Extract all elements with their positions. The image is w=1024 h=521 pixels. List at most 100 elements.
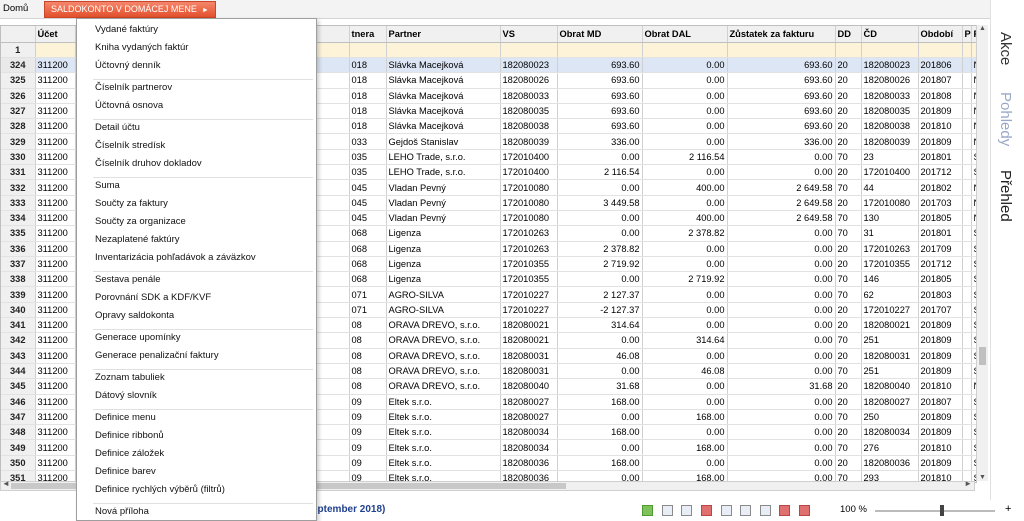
table-cell[interactable]: 0.00 xyxy=(727,302,836,319)
table-cell[interactable]: 045 xyxy=(349,179,387,196)
table-cell[interactable]: 201808 xyxy=(918,88,963,104)
table-cell[interactable]: 31.68 xyxy=(557,378,643,395)
table-cell[interactable]: 70 xyxy=(835,149,862,166)
table-cell[interactable] xyxy=(962,394,972,410)
table-cell[interactable]: 0.00 xyxy=(557,210,643,227)
table-cell[interactable]: 201807 xyxy=(918,72,963,89)
table-cell[interactable]: 168.00 xyxy=(642,470,728,482)
table-cell[interactable]: 182080033 xyxy=(861,88,919,104)
table-row[interactable]: 328 311200 018 Slávka Macejková 182080038 693… xyxy=(1,118,976,135)
table-cell[interactable]: 2 649.58 xyxy=(727,179,836,196)
table-cell[interactable] xyxy=(962,195,972,211)
table-cell[interactable]: 172010080 xyxy=(500,210,558,227)
table-cell[interactable]: Spárováno xyxy=(971,225,976,242)
column-header[interactable]: Období xyxy=(918,26,963,43)
menu-item[interactable]: Inventarizácia pohľadávok a záväzkov xyxy=(95,252,256,263)
table-cell[interactable]: 0.00 xyxy=(642,302,728,319)
table-cell[interactable]: Eltek s.r.o. xyxy=(386,394,501,410)
table-cell[interactable]: 336.00 xyxy=(727,133,836,150)
table-cell[interactable]: ORAVA DREVO, s.r.o. xyxy=(386,378,501,395)
table-cell[interactable]: 08 xyxy=(349,348,387,364)
table-cell[interactable]: Nespárováno xyxy=(971,133,976,150)
table-cell[interactable]: 20 xyxy=(835,302,862,319)
table-cell[interactable]: 693.60 xyxy=(557,57,643,74)
table-cell[interactable]: 0.00 xyxy=(727,424,836,441)
table-cell[interactable]: 311200 xyxy=(35,363,76,380)
table-cell[interactable]: 201810 xyxy=(918,378,963,395)
table-cell[interactable]: 201809 xyxy=(918,363,963,380)
table-cell[interactable]: 182080036 xyxy=(861,455,919,472)
table-cell[interactable]: 201805 xyxy=(918,210,963,227)
side-tab-pohledy[interactable]: Pohledy xyxy=(997,92,1014,147)
table-cell[interactable]: 172010080 xyxy=(861,195,919,211)
table-cell[interactable]: Vladan Pevný xyxy=(386,210,501,227)
table-cell[interactable]: Nespárováno xyxy=(971,179,976,196)
table-cell[interactable]: Nespárováno xyxy=(971,210,976,227)
tab-home[interactable]: Domů xyxy=(3,3,29,14)
menu-item[interactable]: Definice rychlých výběrů (filtrů) xyxy=(95,484,225,495)
table-cell[interactable]: 182080021 xyxy=(861,317,919,334)
table-cell[interactable]: Spárováno xyxy=(971,332,976,349)
table-cell[interactable]: Nespárováno xyxy=(971,57,976,74)
scroll-right-icon[interactable]: ► xyxy=(964,479,972,488)
menu-item[interactable]: Definice menu xyxy=(95,412,156,423)
table-cell[interactable]: 311200 xyxy=(35,455,76,472)
menu-item[interactable]: Generace upomínky xyxy=(95,332,181,343)
table-cell[interactable]: 0.00 xyxy=(557,149,643,166)
table-cell[interactable]: 201709 xyxy=(918,241,963,257)
tab-saldokonto[interactable]: SALDOKONTO V DOMÁCEJ MENE ► xyxy=(44,1,216,18)
filter-cell[interactable] xyxy=(349,42,387,58)
column-header[interactable]: Obrat MD xyxy=(557,26,643,43)
table-cell[interactable]: 276 xyxy=(861,439,919,456)
menu-item[interactable]: Definice ribbonů xyxy=(95,430,164,441)
table-cell[interactable]: 0.00 xyxy=(642,118,728,135)
table-cell[interactable]: 172010355 xyxy=(500,271,558,288)
filter-cell[interactable] xyxy=(727,42,836,58)
table-cell[interactable]: AGRO-SILVA xyxy=(386,302,501,319)
table-cell[interactable]: 172010263 xyxy=(861,241,919,257)
table-cell[interactable]: Spárováno xyxy=(971,241,976,257)
tab-arrow-icon[interactable]: ► xyxy=(201,7,209,14)
menu-item[interactable]: Dátový slovník xyxy=(95,390,157,401)
table-cell[interactable]: 201810 xyxy=(918,439,963,456)
table-cell[interactable]: 251 xyxy=(861,332,919,349)
filter-cell[interactable] xyxy=(557,42,643,58)
table-cell[interactable]: 20 xyxy=(835,118,862,135)
table-cell[interactable]: Spárováno xyxy=(971,302,976,319)
menu-item[interactable]: Kniha vydaných faktúr xyxy=(95,42,189,53)
menu-item[interactable]: Nová příloha xyxy=(95,506,149,517)
table-cell[interactable]: 182080023 xyxy=(500,57,558,74)
table-cell[interactable]: Slávka Macejková xyxy=(386,118,501,135)
table-cell[interactable] xyxy=(962,118,972,135)
table-cell[interactable]: 071 xyxy=(349,286,387,303)
table-cell[interactable]: 70 xyxy=(835,332,862,349)
table-cell[interactable]: 314.64 xyxy=(642,332,728,349)
table-cell[interactable]: 311200 xyxy=(35,378,76,395)
menu-item[interactable]: Sestava penále xyxy=(95,274,161,285)
table-cell[interactable]: 311200 xyxy=(35,225,76,242)
column-header[interactable]: Partner xyxy=(386,26,501,43)
table-cell[interactable]: 311200 xyxy=(35,470,76,482)
table-cell[interactable]: 44 xyxy=(861,179,919,196)
table-cell[interactable]: 182080040 xyxy=(500,378,558,395)
table-cell[interactable]: 0.00 xyxy=(727,455,836,472)
table-cell[interactable]: 311200 xyxy=(35,88,76,104)
print-icon[interactable] xyxy=(799,505,811,516)
table-cell[interactable]: 168.00 xyxy=(557,455,643,472)
table-cell[interactable]: 0.00 xyxy=(557,179,643,196)
table-cell[interactable] xyxy=(962,210,972,227)
table-cell[interactable]: 201801 xyxy=(918,149,963,166)
table-cell[interactable]: 2 127.37 xyxy=(557,286,643,303)
table-row[interactable]: 324 311200 018 Slávka Macejková 182080023 693… xyxy=(1,57,976,74)
column-header[interactable]: P: xyxy=(962,26,972,43)
side-tab-prehled[interactable]: Přehled xyxy=(997,170,1014,222)
vertical-scroll-thumb[interactable] xyxy=(979,347,986,365)
table-cell[interactable]: 70 xyxy=(835,363,862,380)
table-cell[interactable]: 0.00 xyxy=(642,88,728,104)
table-cell[interactable]: 201810 xyxy=(918,470,963,482)
vertical-scrollbar[interactable]: ▲ ▼ xyxy=(976,25,988,481)
table-cell[interactable]: 068 xyxy=(349,271,387,288)
filter-cell[interactable] xyxy=(962,42,972,58)
table-cell[interactable]: 693.60 xyxy=(727,88,836,104)
table-cell[interactable] xyxy=(962,286,972,303)
